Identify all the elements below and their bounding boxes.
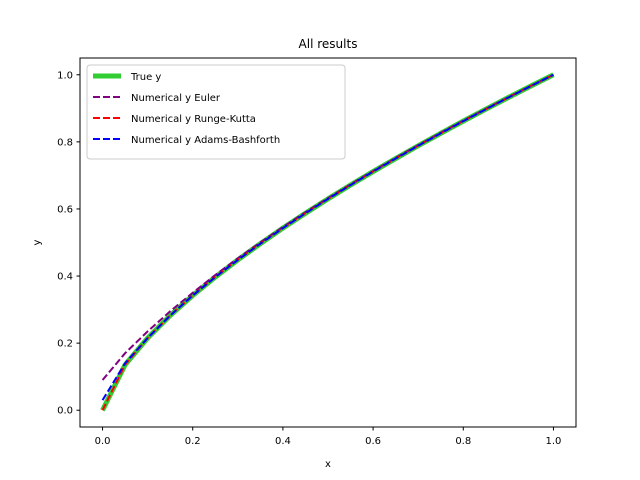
- x-tick-label: 0.6: [365, 436, 381, 447]
- legend: True y Numerical y Euler Numerical y Runge…: [86, 64, 346, 160]
- chart-title: All results: [299, 37, 358, 51]
- x-tick-label: 1.0: [546, 436, 562, 447]
- legend-label-1: Numerical y Euler: [131, 93, 221, 104]
- x-axis-title: x: [325, 459, 331, 470]
- y-axis-title: y: [32, 239, 43, 245]
- legend-label-3: Numerical y Adams-Bashforth: [131, 135, 280, 146]
- legend-label-2: Numerical y Runge-Kutta: [131, 114, 256, 125]
- y-tick-label: 0.8: [57, 137, 73, 148]
- plot-area: [100, 72, 555, 412]
- x-tick-label: 0.8: [455, 436, 471, 447]
- y-tick-label: 0.6: [57, 204, 73, 215]
- series-line-3: [101, 73, 554, 401]
- ticks: 0.0 0.2 0.4 0.6 0.8 1.0 0.0 0.2 0.4 0.6 0.8 1.0: [57, 70, 561, 447]
- y-tick-label: 0.0: [57, 406, 73, 417]
- legend-box: [86, 64, 346, 160]
- x-tick-label: 0.2: [185, 436, 201, 447]
- axes-frame: [79, 57, 577, 428]
- legend-label-0: True y: [130, 72, 161, 83]
- y-tick-label: 1.0: [57, 70, 73, 81]
- x-tick-label: 0.0: [95, 436, 111, 447]
- y-tick-label: 0.2: [57, 339, 73, 350]
- y-tick-label: 0.4: [57, 272, 73, 283]
- x-tick-label: 0.4: [275, 436, 291, 447]
